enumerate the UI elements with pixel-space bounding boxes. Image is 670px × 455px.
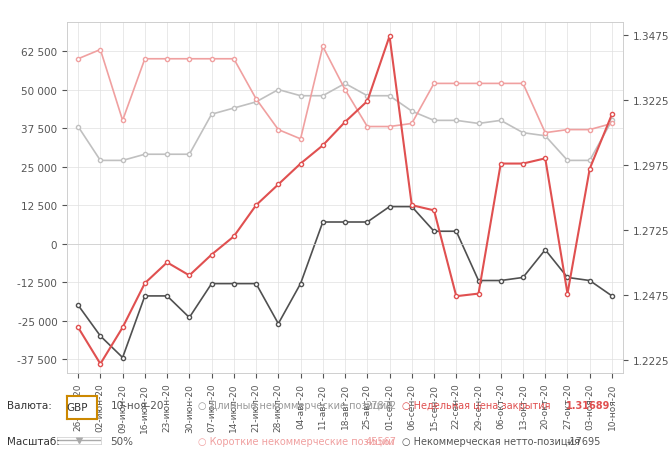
Text: GBP: GBP xyxy=(67,402,88,412)
Text: -17695: -17695 xyxy=(566,436,600,446)
Text: ○ Длинные некоммерческие позиции: ○ Длинные некоммерческие позиции xyxy=(198,400,392,410)
Text: ○ Короткие некоммерческие позиции: ○ Короткие некоммерческие позиции xyxy=(198,436,394,446)
Text: Валюта:: Валюта: xyxy=(7,400,52,410)
Text: 1.31689: 1.31689 xyxy=(566,400,610,410)
Text: 50%: 50% xyxy=(111,436,133,446)
Text: 27872: 27872 xyxy=(365,400,396,410)
Text: ○ Некоммерческая нетто-позиция: ○ Некоммерческая нетто-позиция xyxy=(402,436,580,446)
Text: ○ Недельная цена закрытия: ○ Недельная цена закрытия xyxy=(402,400,551,410)
Text: 45567: 45567 xyxy=(365,436,396,446)
Text: 10-ноя-20: 10-ноя-20 xyxy=(111,400,164,410)
Text: Масштаб:: Масштаб: xyxy=(7,436,60,446)
